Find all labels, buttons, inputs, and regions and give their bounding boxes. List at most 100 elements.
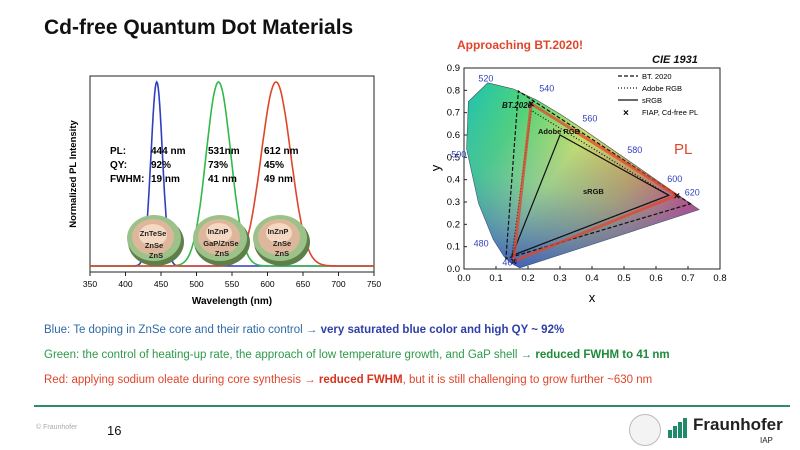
- wl-label-520: 520: [478, 73, 493, 83]
- red-pl-value: 612 nm: [264, 146, 299, 157]
- bt2020-region-label: BT.2020: [502, 101, 533, 110]
- green-pl-value: 531nm: [208, 146, 240, 157]
- wl-label-620: 620: [685, 187, 700, 197]
- cie-x-tick-label: 0.8: [713, 273, 726, 284]
- red-shell2-label: ZnS: [275, 249, 289, 258]
- bullet-blue-lead: Blue: Te doping in ZnSe core and their r…: [44, 324, 321, 336]
- blue-pl-value: 444 nm: [151, 146, 186, 157]
- cie-label: CIE 1931: [652, 54, 698, 66]
- university-seal-icon: [629, 414, 661, 446]
- cie-y-tick-label: 0.1: [447, 242, 460, 253]
- pl-x-tick-label: 350: [83, 279, 97, 289]
- wl-label-480: 480: [474, 239, 489, 249]
- pl-spectra-chart: 350 400 450 500 550 600 650 700 750 Wavelength (…: [68, 75, 381, 307]
- cie-x-tick-label: 0.0: [457, 273, 470, 284]
- red-fwhm-value: 49 nm: [264, 174, 293, 185]
- cie-y-tick-label: 0.2: [447, 219, 460, 230]
- cie-pl-triangle: [511, 101, 681, 264]
- red-core-label: InZnP: [268, 227, 289, 236]
- cie-y-tick-label: 0.6: [447, 130, 460, 141]
- qd-particle-red: InZnP ZnSe ZnS: [253, 215, 310, 266]
- green-shell1-label: GaP/ZnSe: [203, 239, 238, 248]
- cie-y-tick-label: 0.3: [447, 197, 460, 208]
- cie-locus-blue-shade: [466, 82, 700, 268]
- footer-divider: [34, 405, 790, 407]
- blue-shell1-label: ZnSe: [145, 241, 163, 250]
- cie-x-tick-label: 0.7: [681, 273, 694, 284]
- pl-x-tick-label: 550: [225, 279, 239, 289]
- blue-shell2-label: ZnS: [149, 251, 163, 260]
- fraunhofer-logo-icon: [668, 418, 687, 438]
- bullet-blue: Blue: Te doping in ZnSe core and their r…: [44, 324, 564, 336]
- pl-x-tick-label: 500: [189, 279, 203, 289]
- pl-x-tick-label: 450: [154, 279, 168, 289]
- copyright-text: © Fraunhofer: [36, 424, 78, 431]
- bullet-red: Red: applying sodium oleate during core …: [44, 374, 652, 386]
- bullet-red-strong: reduced FWHM: [318, 374, 403, 386]
- cie-x-tick-label: 0.4: [585, 273, 598, 284]
- row-label-pl: PL:: [110, 146, 126, 157]
- cie-x-tick-label: 0.6: [649, 273, 662, 284]
- pl-x-tick-label: 750: [367, 279, 381, 289]
- wl-label-460: 460: [502, 258, 517, 268]
- cie-x-tick-label: 0.3: [553, 273, 566, 284]
- bullet-red-lead: Red: applying sodium oleate during core …: [44, 374, 319, 386]
- pl-xlabel: Wavelength (nm): [192, 296, 272, 307]
- red-shell1-label: ZnSe: [273, 239, 291, 248]
- legend-fiap-label: FIAP, Cd-free PL: [642, 108, 698, 117]
- fraunhofer-logo-subtext: IAP: [760, 436, 773, 445]
- wl-label-560: 560: [582, 114, 597, 124]
- cie-y-tick-label: 0.9: [447, 63, 460, 74]
- row-label-qy: QY:: [110, 160, 127, 171]
- cie-ylabel: y: [428, 164, 443, 171]
- legend-adobe-label: Adobe RGB: [642, 84, 682, 93]
- fraunhofer-logo-text: Fraunhofer: [693, 415, 783, 434]
- pl-x-ticks: 350 400 450 500 550 600 650 700 750: [83, 272, 381, 289]
- green-fwhm-value: 41 nm: [208, 174, 237, 185]
- cie-subtitle: Approaching BT.2020!: [457, 38, 584, 52]
- cie-bt2020-triangle: [505, 89, 693, 260]
- srgb-region-label: sRGB: [583, 187, 604, 196]
- wl-label-580: 580: [627, 145, 642, 155]
- blue-fwhm-value: 19 nm: [151, 174, 180, 185]
- blue-core-label: ZnTeSe: [140, 229, 167, 238]
- pl-x-tick-label: 650: [296, 279, 310, 289]
- pl-x-tick-label: 700: [331, 279, 345, 289]
- cie-gamut-area: × × ×: [466, 82, 700, 269]
- cie-y-tick-label: 0.7: [447, 108, 460, 119]
- green-qy-value: 73%: [208, 160, 228, 171]
- slide-title: Cd-free Quantum Dot Materials: [44, 16, 354, 39]
- wl-label-540: 540: [539, 84, 554, 94]
- green-core-label: InZnP: [208, 227, 229, 236]
- legend-srgb-label: sRGB: [642, 96, 662, 105]
- cie-legend: BT. 2020 Adobe RGB sRGB × FIAP, Cd-free …: [618, 72, 698, 119]
- cie-x-tick-label: 0.1: [489, 273, 502, 284]
- pl-x-tick-label: 600: [260, 279, 274, 289]
- legend-fiap-marker: ×: [623, 108, 629, 119]
- cie-srgb-triangle: [510, 134, 671, 257]
- bullet-red-tail: , but it is still challenging to grow fu…: [402, 374, 653, 386]
- cie-diagram: × × × 0.0 0.1 0.2 0.3 0.4 0.5 0.6 0.7 0.8 0.0 0.1 0.2…: [428, 63, 727, 305]
- blue-qy-value: 92%: [151, 160, 171, 171]
- page-number: 16: [107, 423, 122, 438]
- bullet-green: Green: the control of heating-up rate, t…: [44, 349, 670, 361]
- cie-y-tick-label: 0.8: [447, 85, 460, 96]
- cie-xlabel: x: [589, 290, 596, 305]
- legend-bt2020-label: BT. 2020: [642, 72, 672, 81]
- cie-pl-marker: ×: [674, 190, 680, 202]
- bullet-green-strong: reduced FWHM to 41 nm: [535, 349, 670, 361]
- pl-region-label: PL: [674, 141, 692, 158]
- row-label-fwhm: FWHM:: [110, 174, 144, 185]
- cie-x-tick-label: 0.5: [617, 273, 630, 284]
- cie-y-tick-label: 0.4: [447, 175, 460, 186]
- pl-ylabel: Normalized PL Intensity: [68, 120, 79, 228]
- cie-pl-marker: ×: [510, 256, 516, 268]
- cie-x-tick-label: 0.2: [521, 273, 534, 284]
- bullet-green-lead: Green: the control of heating-up rate, t…: [44, 349, 536, 361]
- cie-ticks: 0.0 0.1 0.2 0.3 0.4 0.5 0.6 0.7 0.8 0.0 0.1 0.2 0.3 0…: [447, 63, 727, 284]
- wl-label-600: 600: [667, 174, 682, 184]
- cie-y-tick-label: 0.5: [447, 152, 460, 163]
- pl-x-tick-label: 400: [118, 279, 132, 289]
- cie-pl-marker: ×: [528, 99, 534, 111]
